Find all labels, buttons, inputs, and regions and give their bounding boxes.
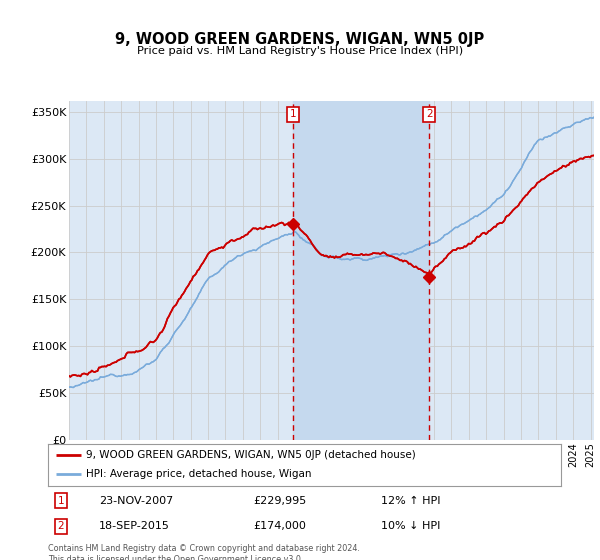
- Text: 12% ↑ HPI: 12% ↑ HPI: [382, 496, 441, 506]
- Bar: [293, 101, 429, 440]
- Text: 9, WOOD GREEN GARDENS, WIGAN, WN5 0JP (detached house): 9, WOOD GREEN GARDENS, WIGAN, WN5 0JP (d…: [86, 450, 416, 460]
- Text: Contains HM Land Registry data © Crown copyright and database right 2024.
This d: Contains HM Land Registry data © Crown c…: [48, 544, 360, 560]
- Text: £174,000: £174,000: [253, 521, 306, 531]
- Text: 10% ↓ HPI: 10% ↓ HPI: [382, 521, 441, 531]
- Text: £229,995: £229,995: [253, 496, 307, 506]
- Text: 9, WOOD GREEN GARDENS, WIGAN, WN5 0JP: 9, WOOD GREEN GARDENS, WIGAN, WN5 0JP: [115, 32, 485, 48]
- Text: Price paid vs. HM Land Registry's House Price Index (HPI): Price paid vs. HM Land Registry's House …: [137, 46, 463, 56]
- Text: HPI: Average price, detached house, Wigan: HPI: Average price, detached house, Wiga…: [86, 469, 312, 479]
- Text: 23-NOV-2007: 23-NOV-2007: [100, 496, 173, 506]
- Text: 1: 1: [58, 496, 64, 506]
- Text: 1: 1: [290, 109, 296, 119]
- Text: 2: 2: [426, 109, 433, 119]
- Text: 2: 2: [58, 521, 64, 531]
- Text: 18-SEP-2015: 18-SEP-2015: [100, 521, 170, 531]
